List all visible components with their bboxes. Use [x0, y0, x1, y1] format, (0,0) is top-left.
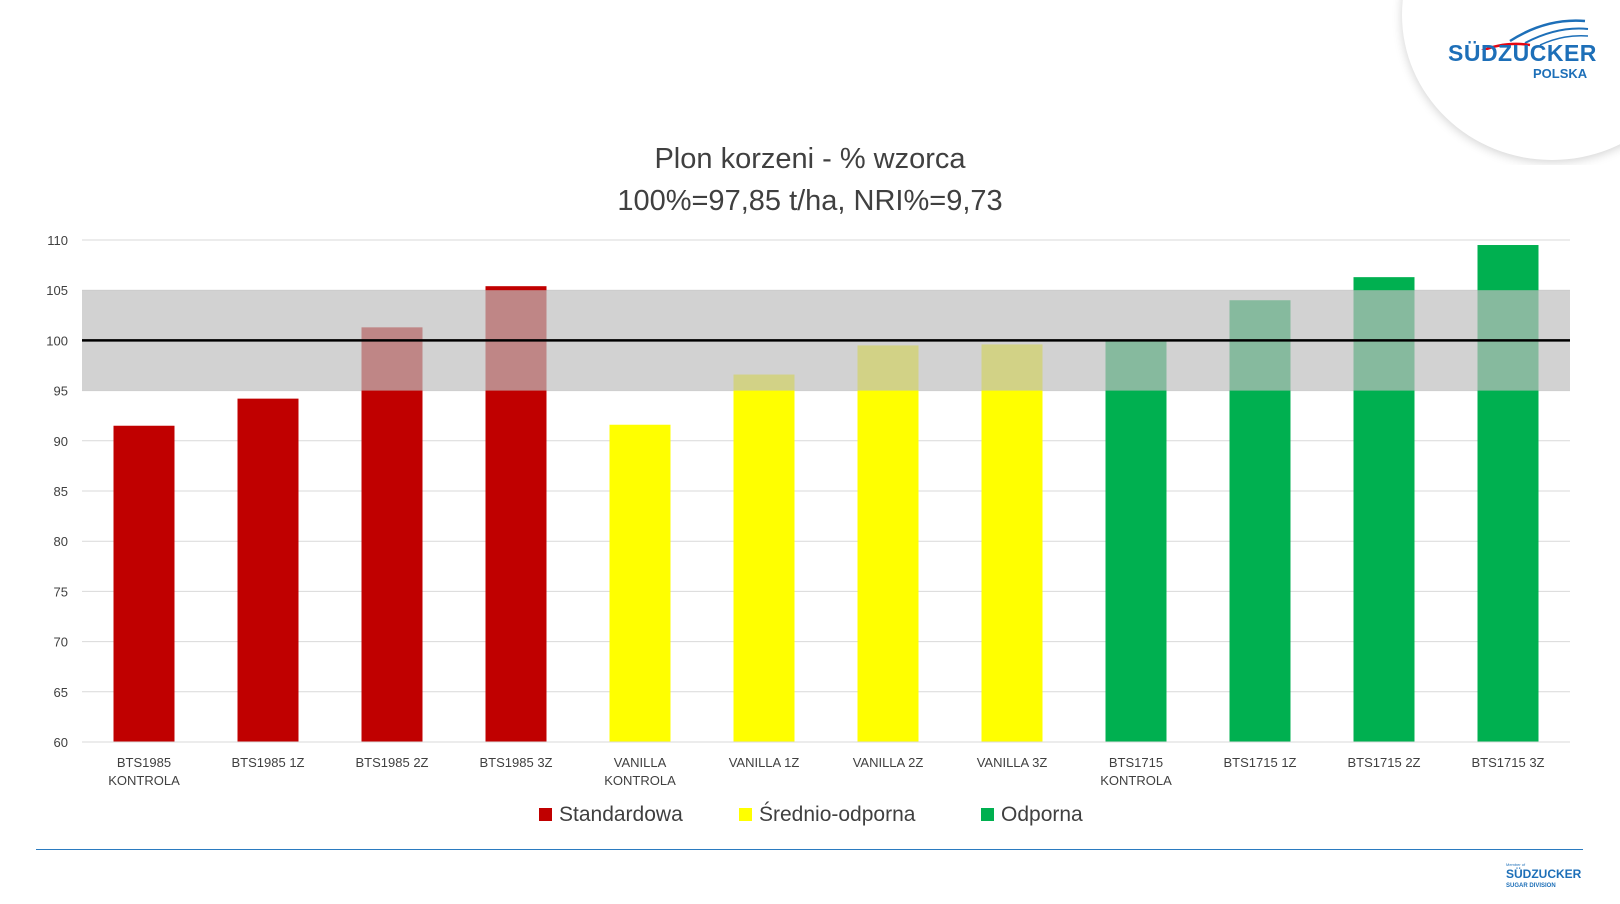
logo-swoosh-icon: [1481, 19, 1589, 50]
legend-label: Standardowa: [559, 803, 683, 826]
bar: [733, 374, 795, 742]
footer-logo: Member of SÜDZUCKER SUGAR DIVISION: [1500, 858, 1590, 898]
x-tick-label: BTS1985 2Z: [356, 755, 429, 770]
footer-divider: [36, 849, 1583, 850]
footer-logo-brand: SÜDZUCKER: [1506, 867, 1582, 881]
footer-logo-member: Member of: [1506, 862, 1526, 867]
bar: [857, 345, 919, 742]
bar: [237, 398, 299, 742]
chart-title: Plon korzeni - % wzorca: [654, 143, 966, 175]
footer-logo-sub: SUGAR DIVISION: [1506, 883, 1556, 889]
y-tick-label: 105: [46, 283, 68, 298]
logo-brand-text: SÜDZUCKER: [1448, 40, 1597, 66]
y-tick-label: 85: [54, 484, 68, 499]
x-tick-label: VANILLA 2Z: [853, 755, 924, 770]
bar: [361, 327, 423, 742]
bar: [113, 425, 175, 742]
bar: [1105, 340, 1167, 742]
y-tick-label: 110: [47, 233, 68, 248]
x-tick-label: BTS1985 1Z: [232, 755, 305, 770]
x-tick-label: VANILLA KONTROLA: [604, 755, 676, 788]
y-tick-label: 95: [54, 384, 68, 399]
logo-sub-text: POLSKA: [1533, 66, 1588, 81]
x-tick-label: BTS1985 3Z: [480, 755, 553, 770]
chart-subtitle: 100%=97,85 t/ha, NRI%=9,73: [617, 185, 1002, 217]
y-tick-label: 65: [54, 685, 68, 700]
legend-label: Średnio-odporna: [759, 802, 916, 826]
y-tick-label: 75: [54, 584, 68, 599]
y-tick-label: 100: [46, 333, 68, 348]
x-tick-label: VANILLA 1Z: [729, 755, 800, 770]
x-tick-label: VANILLA 3Z: [977, 755, 1048, 770]
legend-swatch: [739, 808, 752, 821]
x-tick-label: BTS1715 2Z: [1348, 755, 1421, 770]
y-tick-label: 90: [54, 434, 68, 449]
x-tick-label: BTS1715 KONTROLA: [1100, 755, 1172, 788]
x-tick-label: BTS1715 1Z: [1224, 755, 1297, 770]
x-tick-label: BTS1985 KONTROLA: [108, 755, 180, 788]
y-tick-label: 70: [54, 635, 68, 650]
legend-swatch: [539, 808, 552, 821]
brand-logo-area: SÜDZUCKER POLSKA: [1390, 0, 1620, 165]
bar: [609, 424, 671, 742]
bar: [981, 344, 1043, 742]
x-tick-label: BTS1715 3Z: [1472, 755, 1545, 770]
legend-swatch: [981, 808, 994, 821]
y-tick-label: 80: [54, 534, 68, 549]
legend-label: Odporna: [1001, 803, 1083, 826]
y-tick-label: 60: [54, 735, 68, 750]
